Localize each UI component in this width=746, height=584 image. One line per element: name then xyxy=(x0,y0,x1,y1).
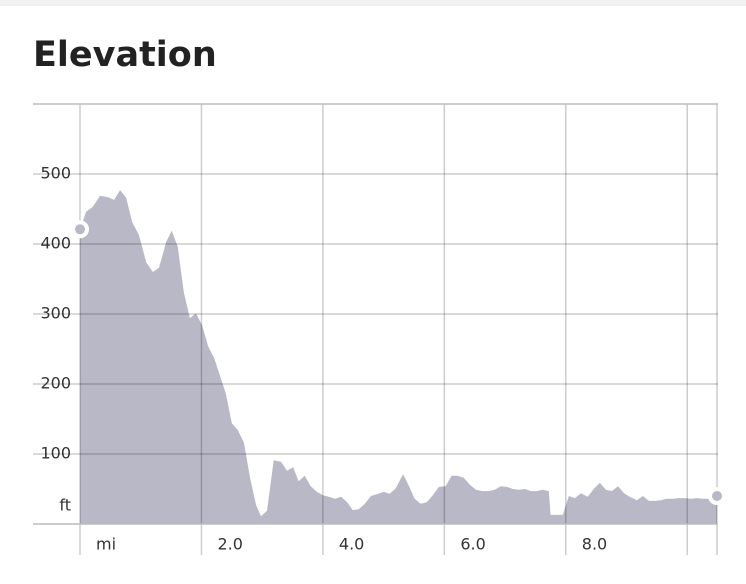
area-layer xyxy=(80,190,717,524)
endpoint-marker xyxy=(708,487,726,505)
y-tick-label: 400 xyxy=(40,234,71,253)
x-tick-label: mi xyxy=(96,535,116,554)
endpoint-marker xyxy=(71,220,89,239)
y-tick-label: 200 xyxy=(40,374,71,393)
x-tick-label: 8.0 xyxy=(582,535,607,554)
x-tick-label: 4.0 xyxy=(339,535,364,554)
x-tick-label: 2.0 xyxy=(217,535,242,554)
elevation-area xyxy=(80,190,717,524)
chart-title: Elevation xyxy=(33,35,217,75)
x-tick-label: 6.0 xyxy=(460,535,485,554)
marker-layer xyxy=(71,220,726,505)
y-unit: ft xyxy=(59,496,71,515)
y-tick-label: 500 xyxy=(40,164,71,183)
y-tick-label: 100 xyxy=(40,444,71,463)
grid-layer: 100 200 300 400 500 mi 2.0 4.0 6.0 8.0 xyxy=(33,104,718,555)
top-bar xyxy=(0,0,746,6)
y-tick-label: 300 xyxy=(40,304,71,323)
